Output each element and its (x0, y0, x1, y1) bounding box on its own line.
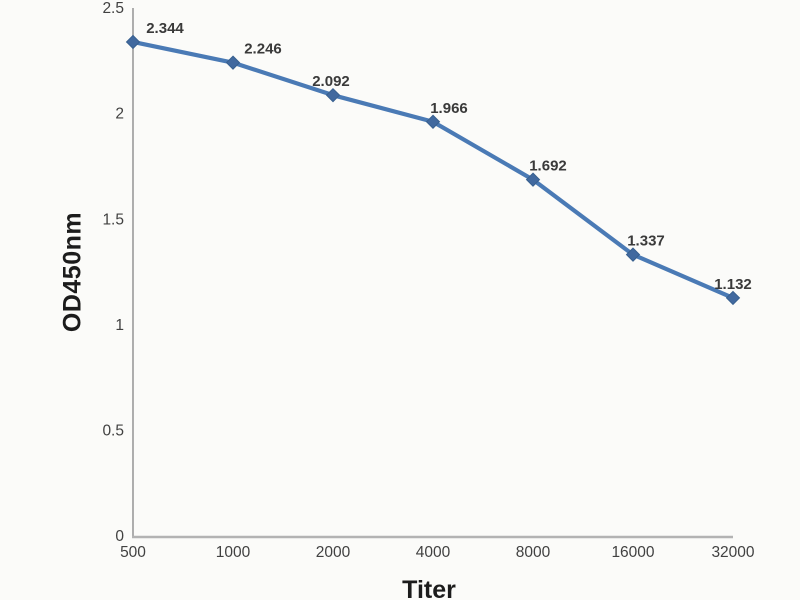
data-point-label: 2.344 (146, 20, 184, 37)
series-line (130, 39, 736, 301)
x-axis-title: Titer (402, 576, 456, 600)
data-point-label: 1.692 (529, 158, 567, 175)
y-tick-label: 2.5 (102, 0, 124, 17)
y-tick-label: 2 (115, 106, 124, 123)
data-point-marker (125, 34, 141, 50)
data-point-label: 2.092 (312, 73, 350, 90)
y-tick-label: 1.5 (102, 211, 124, 228)
data-point-marker (325, 87, 341, 103)
data-point-marker (425, 114, 441, 129)
x-tick-label: 2000 (316, 544, 351, 561)
y-tick-label: 0.5 (102, 422, 124, 439)
data-point-marker (725, 290, 741, 306)
y-tick-label: 1 (115, 317, 124, 334)
x-tick-label: 8000 (516, 544, 551, 561)
x-tick-label: 500 (120, 544, 146, 561)
x-tick-label: 1000 (216, 544, 251, 561)
data-point-marker (525, 172, 541, 187)
data-point-label: 1.966 (430, 100, 468, 117)
data-point-marker (625, 247, 641, 262)
y-axis-title: OD450nm (58, 211, 87, 333)
x-tick-label: 16000 (611, 544, 654, 561)
data-point-label: 1.132 (714, 276, 752, 293)
data-point-marker (225, 55, 241, 70)
x-tick-label: 32000 (711, 544, 754, 561)
y-tick-label: 0 (115, 528, 124, 545)
data-point-label: 1.337 (627, 233, 665, 250)
x-tick-label: 4000 (416, 544, 451, 561)
data-point-label: 2.246 (244, 41, 282, 58)
